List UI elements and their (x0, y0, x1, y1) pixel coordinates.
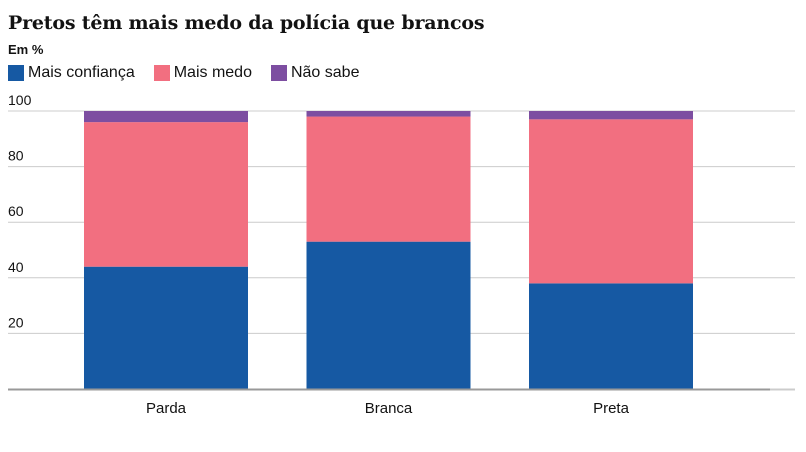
chart-subtitle: Em % (8, 42, 44, 57)
legend-swatch-nao-sabe (270, 65, 287, 81)
x-axis-labels: Parda Branca Preta (146, 400, 630, 417)
bar-parda-mais-confianca (84, 266, 248, 389)
x-tick-label-parda: Parda (146, 400, 187, 417)
bar-preta-mais-medo (529, 119, 693, 284)
bar-stack-branca (306, 111, 471, 389)
bar-stack-preta (529, 111, 693, 389)
bar-preta-nao-sabe (529, 111, 693, 120)
legend-label-mais-confianca: Mais confiança (28, 64, 135, 81)
bar-branca-nao-sabe (306, 111, 471, 117)
legend: Mais confiança Mais medo Não sabe (8, 64, 378, 82)
legend-item-mais-confianca: Mais confiança (8, 64, 135, 82)
bar-branca-mais-medo (306, 116, 471, 242)
bar-branca-mais-confianca (306, 241, 471, 389)
y-tick-label: 40 (8, 259, 24, 275)
x-tick-label-branca: Branca (365, 400, 413, 417)
legend-item-nao-sabe: Não sabe (270, 64, 360, 82)
x-tick-label-preta: Preta (593, 400, 630, 417)
legend-label-nao-sabe: Não sabe (290, 64, 360, 81)
bar-parda-nao-sabe (84, 111, 248, 123)
legend-item-mais-medo: Mais medo (153, 64, 252, 82)
legend-swatch-mais-medo (153, 65, 170, 81)
bar-parda-mais-medo (84, 122, 248, 267)
bar-preta-mais-confianca (529, 283, 693, 389)
y-tick-label: 60 (8, 203, 24, 219)
y-tick-label: 20 (8, 314, 24, 330)
legend-swatch-mais-confianca (8, 65, 24, 81)
bar-stack-parda (84, 111, 248, 389)
chart-title: Pretos têm mais medo da polícia que bran… (8, 12, 485, 34)
y-tick-label: 80 (8, 148, 24, 164)
legend-label-mais-medo: Mais medo (173, 64, 252, 81)
y-tick-label: 100 (8, 92, 32, 108)
y-axis-ticks: 20 40 60 80 100 (8, 92, 32, 330)
bars (84, 111, 693, 389)
